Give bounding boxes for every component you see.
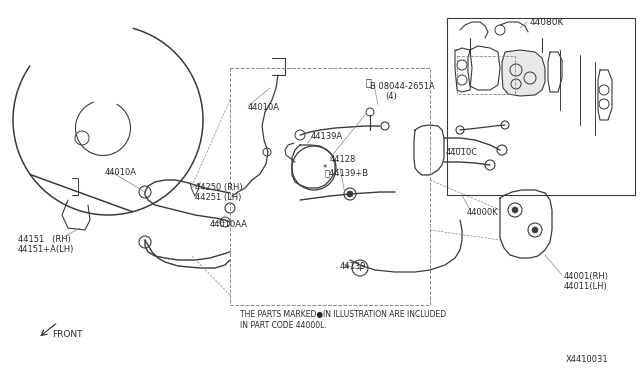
- Text: 44151   (RH): 44151 (RH): [18, 235, 71, 244]
- Text: 44010C: 44010C: [446, 148, 478, 157]
- Text: 44001(RH): 44001(RH): [564, 272, 609, 281]
- Text: 44080K: 44080K: [530, 18, 564, 27]
- Text: FRONT: FRONT: [52, 330, 83, 339]
- Bar: [457, 56, 515, 94]
- Text: 44011(LH): 44011(LH): [564, 282, 608, 291]
- Text: 44251 (LH): 44251 (LH): [195, 193, 241, 202]
- Text: 44139A: 44139A: [311, 132, 343, 141]
- Text: B 08044-2651A: B 08044-2651A: [370, 82, 435, 91]
- Text: 44010A: 44010A: [248, 103, 280, 112]
- Text: 44000K: 44000K: [467, 208, 499, 217]
- Text: 44139: 44139: [340, 262, 366, 271]
- Circle shape: [512, 207, 518, 213]
- Circle shape: [347, 191, 353, 197]
- Text: (4): (4): [385, 92, 397, 101]
- Bar: [447, 18, 635, 195]
- Text: *: *: [323, 164, 327, 173]
- Text: THE PARTS MARKED●IN ILLUSTRATION ARE INCLUDED: THE PARTS MARKED●IN ILLUSTRATION ARE INC…: [240, 310, 446, 319]
- Polygon shape: [502, 50, 545, 96]
- Text: IN PART CODE 44000L.: IN PART CODE 44000L.: [240, 321, 327, 330]
- Text: 44010A: 44010A: [105, 168, 137, 177]
- Text: 44128: 44128: [330, 155, 356, 164]
- Text: Ⓑ: Ⓑ: [365, 77, 371, 87]
- Text: 44250 (RH): 44250 (RH): [195, 183, 243, 192]
- Text: 44010AA: 44010AA: [210, 220, 248, 229]
- Text: X4410031: X4410031: [566, 355, 609, 364]
- Bar: [230, 68, 430, 305]
- Circle shape: [532, 227, 538, 233]
- Text: ⑄44139+B: ⑄44139+B: [325, 168, 369, 177]
- Text: *: *: [345, 263, 349, 273]
- Text: 44151+A(LH): 44151+A(LH): [18, 245, 74, 254]
